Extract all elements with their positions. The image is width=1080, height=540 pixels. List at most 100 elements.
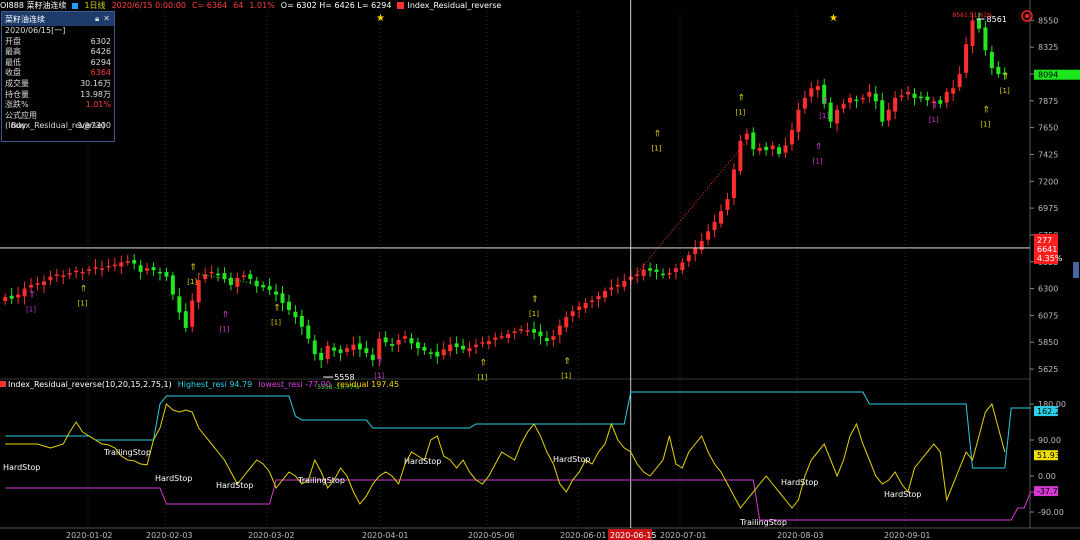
candle-body (783, 145, 788, 153)
sub-value-label: 51.93 (1037, 451, 1060, 460)
indicator-color-icon (397, 2, 405, 9)
candle-body (377, 338, 382, 359)
candle-body (622, 280, 627, 287)
candle-body (506, 333, 511, 339)
sub-indicator-name[interactable]: Index_Residual_reverse(10,20,15,2.75,1) (8, 380, 172, 389)
price-tick-label: 8325 (1038, 43, 1058, 52)
candle-body (228, 277, 233, 286)
candle-body (525, 330, 530, 332)
info-formula: 公式应用(Index_Residual_reverse) (5, 110, 106, 131)
candle-body (261, 285, 266, 288)
info-signal-row: Buy 1@7300 (2, 121, 114, 132)
crosshair-price: 6641 (1037, 245, 1057, 254)
candle-body (802, 97, 807, 109)
period-label[interactable]: 1日线 (84, 1, 106, 10)
candle-body (61, 275, 66, 277)
candle-body (906, 91, 911, 95)
candle-body (764, 146, 769, 151)
candle-body (280, 293, 285, 303)
candle-body (299, 316, 304, 327)
candle-body (99, 268, 104, 270)
candle-body (106, 265, 111, 268)
candle-body (461, 345, 466, 350)
signal-tag: [1] (26, 305, 36, 313)
candle-body (364, 348, 369, 353)
candle-body (976, 19, 981, 29)
alert-icon[interactable] (1021, 10, 1033, 22)
candle-body (654, 269, 659, 272)
info-label: 成交量 (5, 78, 29, 88)
date-label: 2020-01-02 (66, 531, 113, 540)
info-label: 涨跌% (5, 100, 29, 110)
stop-label: HardStop (553, 455, 590, 464)
date-label: 2020-04-01 (362, 531, 409, 540)
signal-arrow-icon: ⇑ (273, 303, 281, 313)
info-signal-value: 1@7300 (77, 121, 111, 131)
candle-body (325, 345, 330, 359)
close-icon[interactable]: ✕ (103, 14, 110, 23)
crosshair-label: 277 (1037, 236, 1052, 245)
trend-dotted-line (630, 140, 748, 282)
candle-body (286, 301, 291, 311)
signal-tag: [1] (529, 310, 539, 318)
candle-body (680, 262, 685, 271)
crosshair-pct: 4.35% (1037, 254, 1063, 263)
alert-icon-dot (1025, 14, 1029, 18)
candle-body (235, 277, 240, 287)
signal-arrow-icon: ⇑ (28, 290, 36, 300)
lock-icon[interactable]: 🔒︎ (95, 14, 100, 23)
candle-body (357, 343, 362, 350)
indicator-legend[interactable]: Index_Residual_reverse (397, 1, 501, 10)
signal-tag: [1] (735, 109, 745, 117)
stop-label: HardStop (155, 474, 192, 483)
last-price-label: 8094 (1038, 71, 1058, 80)
candle-body (660, 273, 665, 276)
price-tick-label: 7200 (1038, 177, 1058, 186)
candle-body (789, 130, 794, 145)
signal-arrow-icon: ⇑ (1002, 72, 1010, 82)
info-formula-row: 公式应用(Index_Residual_reverse) (2, 110, 114, 131)
candle-body (693, 248, 698, 255)
info-panel[interactable]: 菜籽油连续 🔒︎ ✕ 2020/06/15[一] 开盘 6302 最高 6426 最低… (1, 11, 115, 142)
candle-body (112, 264, 117, 267)
candle-body (544, 338, 549, 342)
candle-body (396, 339, 401, 345)
candle-body (132, 259, 137, 264)
highest-resi-label: Highest_resi 94.79 (177, 380, 253, 389)
candle-body (770, 145, 775, 150)
signal-arrow-icon: ⇑ (531, 295, 539, 305)
candle-body (29, 285, 34, 288)
candle-body (473, 344, 478, 348)
candle-body (835, 109, 840, 124)
sub-value-label: -37.71 (1037, 487, 1063, 496)
candle-body (532, 329, 537, 333)
symbol-label[interactable]: OI888 菜籽油连续 (0, 1, 67, 10)
candle-body (699, 240, 704, 250)
candle-body (951, 88, 956, 94)
candle-body (448, 344, 453, 352)
candle-body (428, 352, 433, 354)
signal-arrow-icon: ⇑ (931, 101, 939, 111)
stop-label: TrailingStop (297, 476, 345, 485)
candle-body (480, 342, 485, 344)
candle-body (267, 286, 272, 290)
info-panel-header[interactable]: 菜籽油连续 🔒︎ ✕ (2, 12, 114, 26)
change-label: 64 (233, 1, 244, 10)
price-tick-label: 7425 (1038, 150, 1058, 159)
candle-body (441, 349, 446, 356)
candle-body (170, 275, 175, 295)
info-value: 6364 (90, 68, 111, 78)
signal-tag: [1] (374, 372, 384, 380)
info-panel-title: 菜籽油连续 (5, 14, 45, 24)
candle-body (254, 280, 259, 287)
signal-tag: [1] (271, 318, 281, 326)
candle-body (673, 268, 678, 272)
price-tick-label: 6075 (1038, 311, 1058, 320)
signal-arrow-icon: ⇑ (189, 263, 197, 273)
price-scroll-handle[interactable] (1073, 262, 1079, 278)
candle-body (583, 302, 588, 309)
candle-body (274, 291, 279, 295)
candle-body (796, 109, 801, 132)
date-label: 2020-06-01 (560, 531, 607, 540)
